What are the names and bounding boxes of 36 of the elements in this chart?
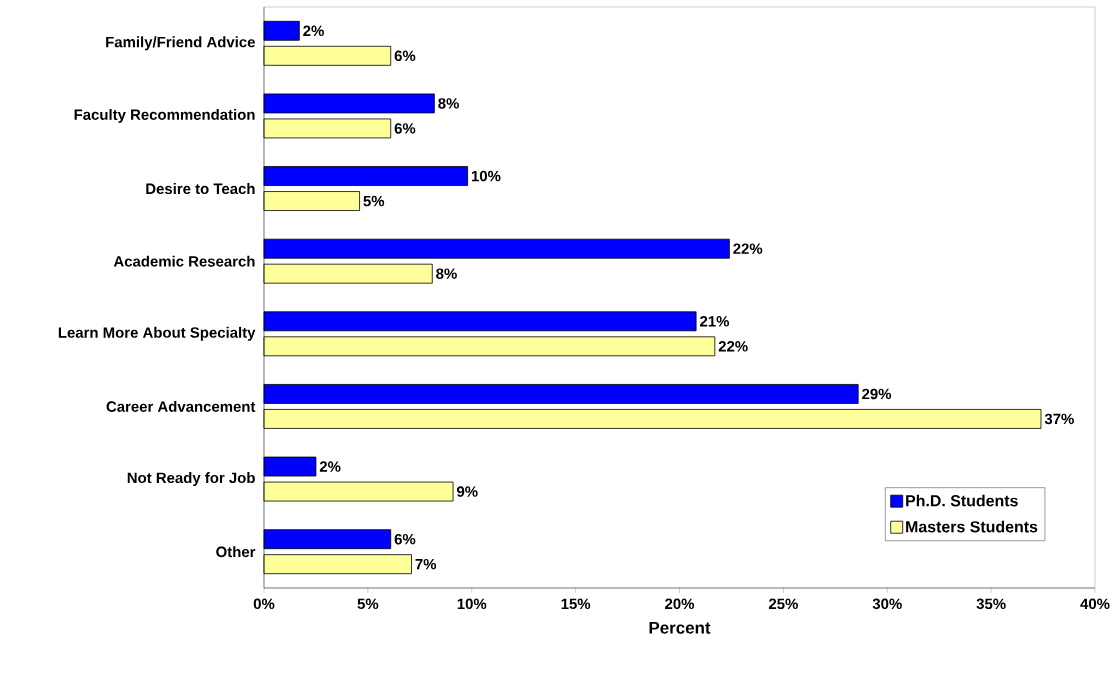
y-tick-label: Learn More About Specialty bbox=[58, 326, 256, 341]
data-label: 22% bbox=[733, 243, 763, 254]
x-tick-label: 40% bbox=[1080, 598, 1110, 610]
data-label: 8% bbox=[438, 98, 459, 109]
data-label: 6% bbox=[394, 50, 416, 62]
legend-label: Masters Students bbox=[906, 520, 1038, 533]
x-tick-label: 25% bbox=[768, 598, 798, 610]
data-label: 7% bbox=[415, 558, 437, 570]
data-label: 2% bbox=[319, 461, 341, 472]
x-tick-label: 35% bbox=[976, 598, 1006, 610]
data-label: 37% bbox=[1044, 413, 1074, 425]
y-tick-label: Academic Research bbox=[113, 255, 255, 267]
y-tick-label: Not Ready for Job bbox=[127, 472, 255, 487]
y-tick-label: Family/Friend Advice bbox=[106, 36, 255, 51]
data-label: 8% bbox=[436, 268, 457, 279]
x-tick-label: 0% bbox=[253, 598, 275, 610]
data-label: 2% bbox=[303, 25, 324, 37]
data-label: 21% bbox=[700, 316, 730, 327]
x-tick-label: 10% bbox=[457, 598, 487, 610]
y-tick-label: Career Advancement bbox=[106, 400, 256, 412]
data-label: 10% bbox=[471, 170, 501, 182]
y-tick-label: Desire to Teach bbox=[146, 183, 255, 195]
legend-label: Ph.D. Students bbox=[906, 494, 1018, 507]
data-label: 9% bbox=[456, 486, 478, 497]
data-label: 5% bbox=[363, 195, 385, 207]
y-tick-label: Faculty Recommendation bbox=[74, 108, 255, 123]
data-label: 6% bbox=[394, 533, 416, 545]
x-tick-label: 5% bbox=[357, 598, 379, 610]
x-tick-label: 20% bbox=[665, 598, 695, 610]
x-tick-label: 15% bbox=[561, 598, 591, 610]
data-label: 6% bbox=[394, 123, 416, 134]
y-tick-label: Other bbox=[216, 546, 256, 558]
data-label: 22% bbox=[718, 341, 748, 352]
x-tick-label: 30% bbox=[872, 598, 902, 610]
data-label: 29% bbox=[862, 388, 892, 400]
x-axis-title: Percent bbox=[649, 621, 711, 634]
